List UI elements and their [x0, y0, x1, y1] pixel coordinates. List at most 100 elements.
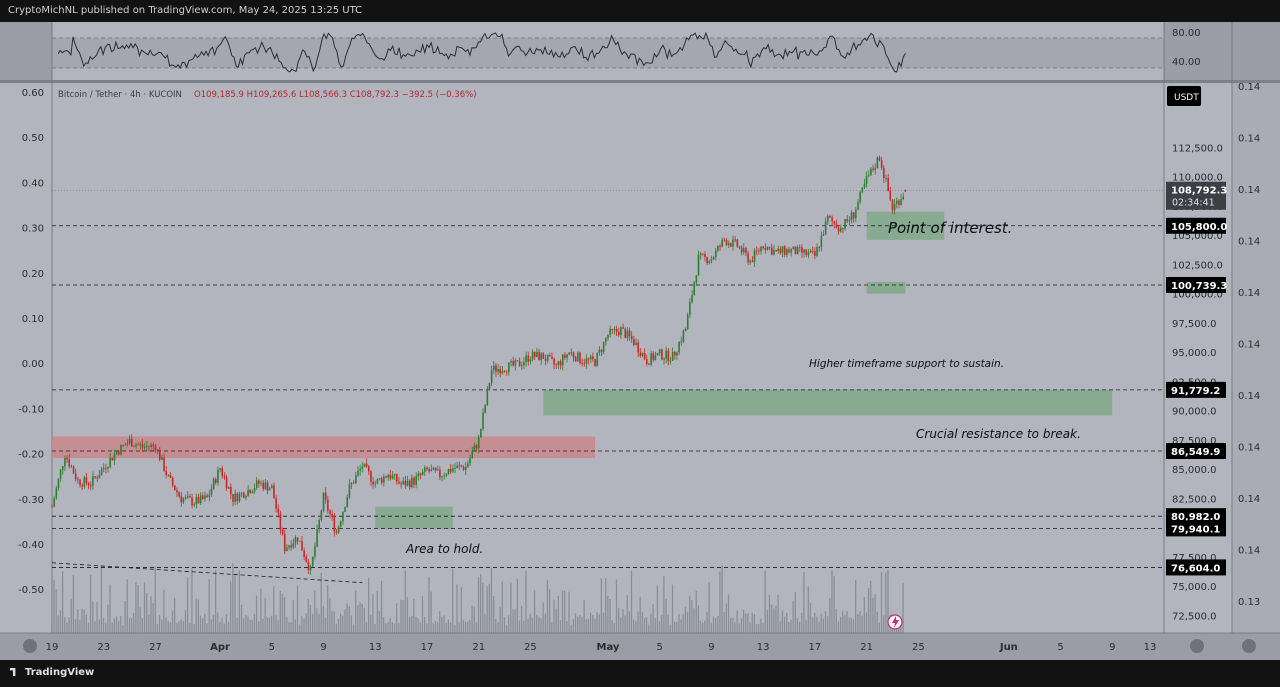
annotation-crucial-resistance: Crucial resistance to break. [916, 427, 1081, 441]
volume-bar [473, 606, 475, 633]
candle-body [710, 259, 713, 262]
volume-bar [839, 616, 842, 633]
volume-bar [605, 577, 607, 633]
volume-bar [428, 576, 430, 633]
candle-body [678, 341, 680, 353]
candle-body [83, 477, 86, 487]
volume-bar [827, 616, 829, 633]
candle-body [794, 246, 797, 255]
candle-body [654, 355, 657, 361]
candle-body [725, 239, 728, 246]
candle-body [230, 487, 232, 495]
candle-body [708, 261, 711, 264]
candle-body [260, 482, 262, 484]
far-right-tick: 0.14 [1238, 391, 1260, 402]
candle-body [191, 497, 193, 506]
volume-bar [266, 617, 268, 633]
volume-bar [411, 615, 413, 633]
candle-body [363, 463, 366, 467]
candle-body [622, 327, 624, 329]
candle-body [318, 519, 321, 530]
volume-bar [83, 609, 85, 633]
volume-bar [596, 612, 598, 633]
candle-body [324, 492, 327, 500]
volume-bar [760, 618, 762, 633]
candle-body [374, 483, 377, 485]
candle-body [419, 473, 422, 475]
candle-body [760, 246, 762, 252]
candle-body [477, 437, 480, 449]
volume-bar [281, 594, 284, 633]
candle-body [902, 196, 905, 200]
volume-bar [467, 621, 469, 633]
volume-bar [327, 584, 329, 633]
price-tick: 75,000.0 [1172, 582, 1217, 593]
level-label-bg [1166, 217, 1226, 234]
settings-icon[interactable] [1242, 639, 1256, 653]
candle-body [460, 465, 463, 467]
volume-bar [835, 608, 837, 633]
volume-bar [152, 602, 154, 633]
candle-body [402, 480, 405, 485]
volume-bar [773, 608, 775, 633]
candle-body [848, 220, 851, 222]
volume-bar [732, 617, 734, 633]
candle-body [337, 526, 340, 533]
candle-body [762, 246, 764, 249]
volume-bar [299, 624, 301, 633]
candle-body [807, 252, 810, 255]
candle-body [333, 517, 336, 532]
volume-bar [876, 611, 878, 633]
annotation-point-of-interest: Point of interest. [888, 219, 1012, 237]
volume-bar [182, 620, 184, 633]
volume-bar [816, 616, 818, 633]
volume-bar [495, 619, 497, 633]
price-axis: 72,500.075,000.077,500.080,000.082,500.0… [1166, 143, 1227, 622]
volume-bar [803, 571, 805, 633]
candle-body [195, 496, 198, 505]
candle-body-last [904, 189, 907, 192]
currency-badge[interactable] [1167, 86, 1201, 106]
tradingview-logo[interactable]: TradingView [10, 667, 94, 678]
volume-bar [464, 621, 467, 633]
volume-bar [842, 611, 844, 633]
volume-bar [413, 598, 415, 633]
candle-body [529, 359, 532, 362]
candle-body [893, 203, 896, 211]
volume-bar [880, 572, 883, 633]
price-tick: 102,500.0 [1172, 260, 1223, 271]
volume-bar [676, 622, 678, 633]
time-tick: 9 [320, 642, 326, 653]
price-chart[interactable]: 80.00 40.00 72,500.075,000.077,500.080,0… [0, 22, 1280, 660]
volume-bar [120, 616, 122, 633]
volume-bar [857, 614, 859, 633]
volume-bar [449, 622, 452, 633]
candle-body [501, 371, 504, 374]
volume-bar [531, 617, 534, 633]
candle-body [674, 351, 676, 356]
pane-divider [0, 80, 1280, 83]
auto-scale-icon[interactable] [1190, 639, 1204, 653]
volume-bar [361, 603, 363, 633]
price-tick: 85,000.0 [1172, 465, 1217, 476]
candle-body [747, 252, 749, 263]
volume-bar [652, 604, 654, 633]
volume-bar [208, 579, 210, 633]
volume-bar [118, 620, 120, 633]
volume-bar [219, 622, 221, 633]
candle-body [64, 457, 66, 467]
volume-bar [577, 616, 579, 633]
candle-body [609, 328, 611, 335]
candle-body [458, 465, 461, 467]
candle-body [518, 361, 521, 367]
volume-bar [85, 614, 87, 633]
scroll-left-icon[interactable] [23, 639, 37, 653]
volume-bar [518, 620, 521, 633]
candle-body [240, 492, 243, 494]
volume-bar [781, 610, 784, 633]
candle-body [602, 341, 605, 352]
ohlc-values: O109,185.9 H109,265.6 L108,566.3 C108,79… [194, 90, 477, 100]
candle-body [296, 537, 299, 541]
left-tick: 0.50 [22, 133, 44, 144]
candle-body [820, 235, 823, 248]
